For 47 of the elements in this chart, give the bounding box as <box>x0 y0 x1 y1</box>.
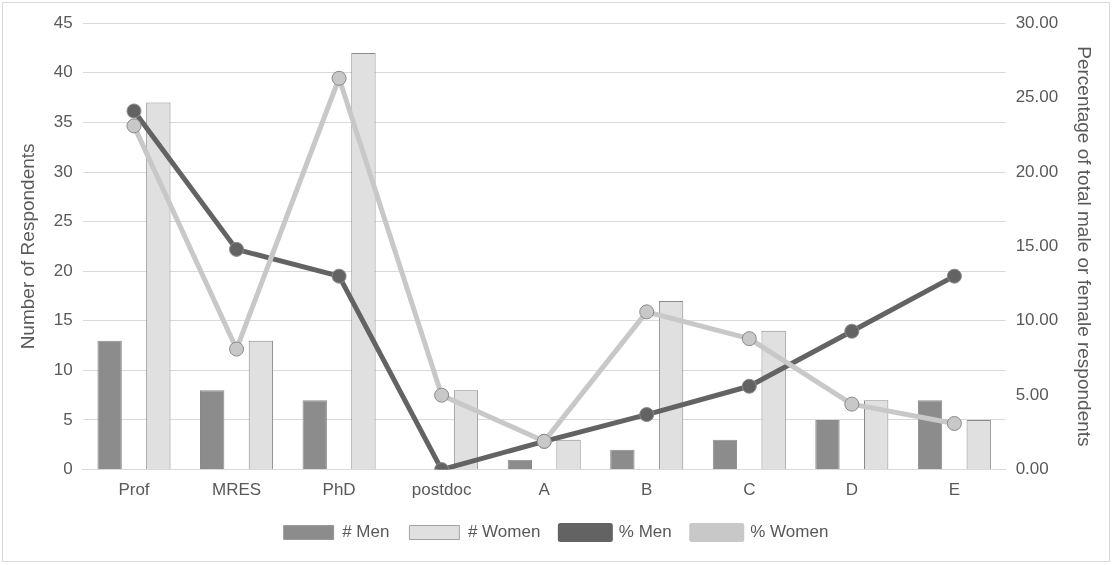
y-tick-label: 0 <box>63 459 73 479</box>
legend-label: # Women <box>467 522 541 542</box>
y-axis-title: Number of Respondents <box>16 143 38 350</box>
legend-label: % Men <box>618 522 672 542</box>
point <box>741 331 757 347</box>
point <box>434 387 450 403</box>
y-tick-label: 25 <box>53 211 73 231</box>
point <box>639 304 655 320</box>
y2-tick-label: 15.00 <box>1015 236 1059 256</box>
point <box>639 407 655 423</box>
point <box>946 268 962 284</box>
point <box>331 70 347 86</box>
point <box>229 341 245 357</box>
y-tick-label: 15 <box>53 310 73 330</box>
y-tick-label: 30 <box>53 161 73 181</box>
point <box>229 241 245 257</box>
y-tick-label: 5 <box>63 409 73 429</box>
x-tick-label: E <box>948 480 961 500</box>
y-tick-label: 20 <box>53 260 73 280</box>
x-tick-label: C <box>743 480 756 500</box>
y-tick-label: 40 <box>53 62 73 82</box>
y2-tick-label: 30.00 <box>1015 12 1059 32</box>
x-tick-label: A <box>538 480 551 500</box>
x-tick-label: postdoc <box>411 480 472 500</box>
y2-tick-label: 25.00 <box>1015 87 1059 107</box>
point <box>844 396 860 412</box>
x-tick-label: B <box>641 480 653 500</box>
legend-label: % Women <box>750 522 829 542</box>
x-tick-label: PhD <box>322 480 356 500</box>
y-tick-label: 10 <box>53 360 73 380</box>
legend-label: # Men <box>342 522 390 542</box>
x-tick-label: Prof <box>118 480 150 500</box>
point <box>331 268 347 284</box>
x-tick-label: D <box>845 480 858 500</box>
y2-tick-label: 10.00 <box>1015 310 1059 330</box>
point <box>126 118 142 134</box>
y2-axis-title: Percentage of total male or female respondents <box>1074 46 1096 447</box>
y2-tick-label: 20.00 <box>1015 161 1059 181</box>
y2-tick-label: 0.00 <box>1015 459 1049 479</box>
y-tick-label: 45 <box>53 12 73 32</box>
point <box>844 323 860 339</box>
y-tick-label: 35 <box>53 112 73 132</box>
point <box>741 378 757 394</box>
point <box>126 103 142 119</box>
x-tick-label: MRES <box>211 480 262 500</box>
point <box>946 415 962 431</box>
y2-tick-label: 5.00 <box>1015 384 1049 404</box>
